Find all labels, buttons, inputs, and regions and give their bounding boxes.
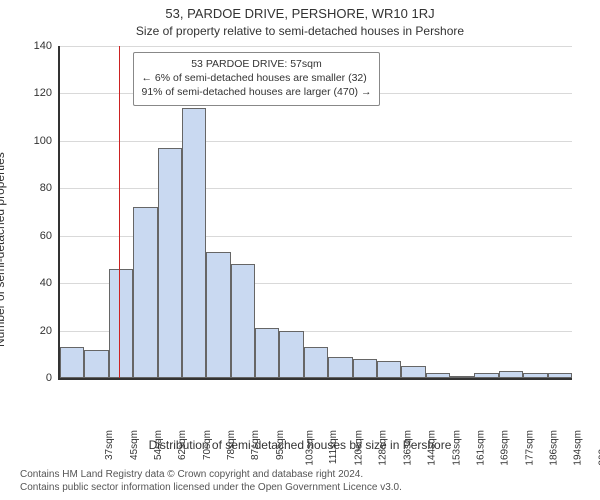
y-tick: 0 (22, 372, 52, 384)
chart-title: 53, PARDOE DRIVE, PERSHORE, WR10 1RJ (0, 6, 600, 21)
footer-credits: Contains HM Land Registry data © Crown c… (20, 468, 580, 494)
histogram-bar (401, 366, 425, 378)
y-tick: 40 (22, 277, 52, 289)
histogram-bar (109, 269, 133, 378)
annotation-smaller-text: ← 6% of semi-detached houses are smaller… (142, 71, 372, 85)
histogram-bar (523, 373, 547, 378)
annotation-header: 53 PARDOE DRIVE: 57sqm (142, 57, 372, 71)
histogram-bar (182, 108, 206, 378)
footer-line1: Contains HM Land Registry data © Crown c… (20, 468, 580, 481)
histogram-bar (426, 373, 450, 378)
annotation-box: 53 PARDOE DRIVE: 57sqm ← 6% of semi-deta… (133, 52, 381, 106)
histogram-bar (231, 264, 255, 378)
y-tick-labels: 020406080100120140 (20, 46, 56, 378)
histogram-bar (158, 148, 182, 378)
histogram-bar (548, 373, 572, 378)
reference-line (119, 46, 120, 378)
y-tick: 140 (22, 40, 52, 52)
histogram-bar (255, 328, 279, 378)
chart-subtitle: Size of property relative to semi-detach… (0, 24, 600, 38)
histogram-bar (84, 350, 108, 378)
y-axis-label: Number of semi-detached properties (0, 0, 8, 500)
y-tick: 20 (22, 325, 52, 337)
y-tick: 60 (22, 230, 52, 242)
histogram-bar (133, 207, 157, 378)
histogram-bar (279, 331, 303, 378)
annotation-larger-text: 91% of semi-detached houses are larger (… (142, 85, 372, 99)
histogram-bar (60, 347, 84, 378)
histogram-bar (304, 347, 328, 378)
histogram-bar (328, 357, 352, 378)
histogram-bar (353, 359, 377, 378)
y-tick: 100 (22, 135, 52, 147)
y-tick: 120 (22, 87, 52, 99)
footer-line2: Contains public sector information licen… (20, 481, 580, 494)
y-tick: 80 (22, 182, 52, 194)
histogram-bar (474, 373, 498, 378)
plot-area: 53 PARDOE DRIVE: 57sqm ← 6% of semi-deta… (58, 46, 572, 380)
histogram-bar (499, 371, 523, 378)
x-axis-label: Distribution of semi-detached houses by … (0, 438, 600, 452)
histogram-bar (377, 361, 401, 378)
histogram-bar (206, 252, 230, 378)
x-tick-labels: 37sqm45sqm54sqm62sqm70sqm78sqm87sqm95sqm… (58, 380, 570, 440)
histogram-bar (450, 376, 474, 378)
